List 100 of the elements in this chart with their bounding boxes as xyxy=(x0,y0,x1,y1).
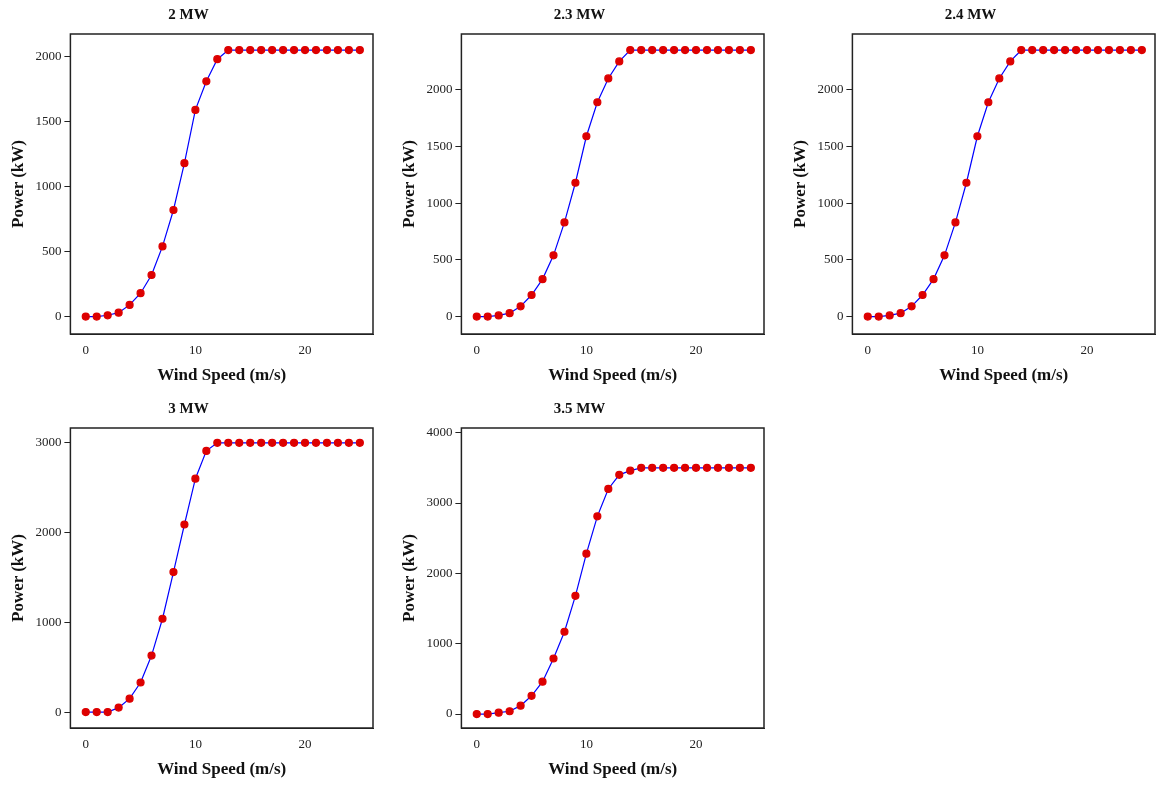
point xyxy=(505,707,514,716)
x-tick-label: 0 xyxy=(82,736,89,752)
point xyxy=(257,438,266,447)
point xyxy=(180,159,189,168)
point xyxy=(615,470,624,479)
point xyxy=(224,46,233,55)
point xyxy=(235,438,244,447)
point xyxy=(1104,46,1114,55)
y-tick-label: 0 xyxy=(445,307,453,323)
point xyxy=(246,438,255,447)
point xyxy=(322,46,332,55)
y-tick-label: 1000 xyxy=(35,178,62,194)
point xyxy=(918,290,927,300)
point xyxy=(1115,46,1125,55)
point xyxy=(670,46,679,55)
point xyxy=(713,463,723,472)
point xyxy=(560,627,569,636)
point xyxy=(268,46,277,55)
point xyxy=(896,309,905,318)
x-tick-label: 0 xyxy=(473,736,480,752)
y-tick-label: 3000 xyxy=(426,494,453,510)
point xyxy=(691,46,701,55)
point xyxy=(626,466,635,475)
y-axis-title: Power (kW) xyxy=(398,534,418,622)
point xyxy=(874,312,883,321)
point xyxy=(680,46,690,55)
point xyxy=(1039,46,1048,55)
point xyxy=(268,438,277,447)
point xyxy=(355,438,364,447)
y-tick-label: 0 xyxy=(54,703,62,719)
point xyxy=(289,438,299,447)
y-axis-title: Power (kW) xyxy=(7,534,27,622)
point xyxy=(516,701,525,710)
point xyxy=(125,694,134,703)
point xyxy=(213,438,222,447)
point xyxy=(147,270,156,280)
point xyxy=(746,463,755,472)
point xyxy=(483,312,492,321)
point xyxy=(549,251,558,260)
point xyxy=(571,591,580,600)
y-tick-label: 2000 xyxy=(35,524,62,539)
point xyxy=(158,242,167,251)
y-tick-label: 1500 xyxy=(817,137,844,153)
point xyxy=(746,46,755,55)
point xyxy=(311,46,321,55)
x-axis-title: Wind Speed (m/s) xyxy=(157,759,287,779)
point xyxy=(235,46,244,55)
x-axis-title: Wind Speed (m/s) xyxy=(548,759,678,779)
x-tick-label: 10 xyxy=(579,342,593,358)
point xyxy=(527,691,536,700)
point xyxy=(92,708,101,717)
y-tick-label: 2000 xyxy=(426,564,453,580)
point xyxy=(538,677,547,686)
y-axis-title: Power (kW) xyxy=(398,140,418,228)
y-tick-label: 0 xyxy=(54,308,62,323)
point xyxy=(147,651,156,660)
point xyxy=(648,463,657,472)
point xyxy=(863,312,872,321)
point xyxy=(582,132,591,141)
point xyxy=(224,438,233,447)
point xyxy=(670,463,679,472)
point xyxy=(680,463,690,472)
point xyxy=(1050,46,1059,55)
chart-title: 2.4 MW xyxy=(944,5,997,22)
point xyxy=(246,46,255,55)
x-axis-title: Wind Speed (m/s) xyxy=(939,365,1069,385)
point xyxy=(81,312,90,321)
point xyxy=(724,46,734,55)
point xyxy=(984,98,993,107)
point xyxy=(333,46,343,55)
point xyxy=(257,46,266,55)
chart-title: 3 MW xyxy=(168,399,209,416)
point xyxy=(626,46,635,55)
y-tick-label: 1000 xyxy=(426,194,453,210)
point xyxy=(505,309,514,318)
x-tick-label: 20 xyxy=(298,342,312,358)
point xyxy=(1061,46,1070,55)
x-axis-title: Wind Speed (m/s) xyxy=(157,365,287,385)
x-tick-label: 0 xyxy=(473,342,480,358)
point xyxy=(279,438,288,447)
point xyxy=(713,46,723,55)
point xyxy=(191,105,200,115)
point xyxy=(300,438,310,447)
point xyxy=(907,302,916,311)
point xyxy=(735,463,744,472)
point xyxy=(560,218,569,227)
point xyxy=(483,709,492,719)
point xyxy=(615,57,624,66)
chart-title: 2.3 MW xyxy=(553,5,606,22)
point xyxy=(549,654,558,663)
point xyxy=(81,708,90,717)
point xyxy=(604,74,613,83)
point xyxy=(472,709,481,719)
x-tick-label: 0 xyxy=(864,342,871,358)
x-tick-label: 20 xyxy=(298,736,312,752)
point xyxy=(169,567,178,577)
point xyxy=(538,275,547,284)
point xyxy=(1082,46,1092,55)
point xyxy=(322,438,332,447)
point xyxy=(1028,46,1037,55)
